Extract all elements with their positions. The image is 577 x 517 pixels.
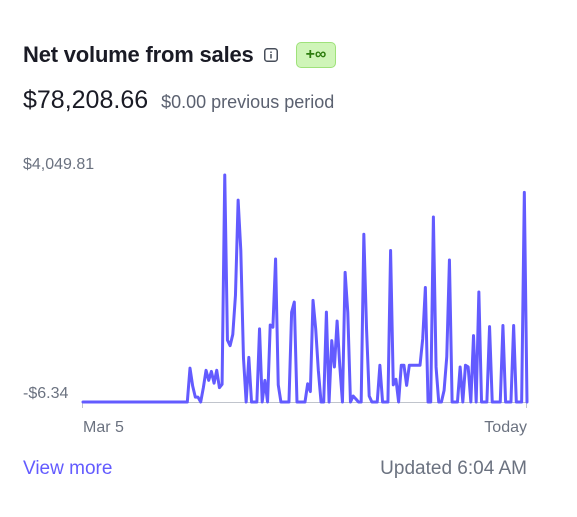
series-line <box>81 173 529 404</box>
series-group <box>81 173 529 404</box>
x-label-start: Mar 5 <box>83 419 124 436</box>
y-tick-label-max: $4,049.81 <box>23 156 94 173</box>
total-value: $78,208.66 <box>23 86 149 114</box>
value-row: $78,208.66 $0.00 previous period <box>23 86 334 115</box>
info-icon[interactable] <box>263 48 278 62</box>
card-title: Net volume from sales <box>23 42 254 67</box>
x-label-end: Today <box>484 419 527 436</box>
net-volume-chart[interactable]: $4,049.81 -$6.34 Mar 5 Today <box>0 145 577 445</box>
card-header: Net volume from sales +∞ <box>23 38 337 72</box>
y-tick-label-min: -$6.34 <box>23 385 68 402</box>
view-more-link[interactable]: View more <box>23 458 113 479</box>
change-badge: +∞ <box>295 42 337 68</box>
previous-period-value: $0.00 previous period <box>161 92 335 112</box>
updated-timestamp: Updated 6:04 AM <box>380 458 527 479</box>
